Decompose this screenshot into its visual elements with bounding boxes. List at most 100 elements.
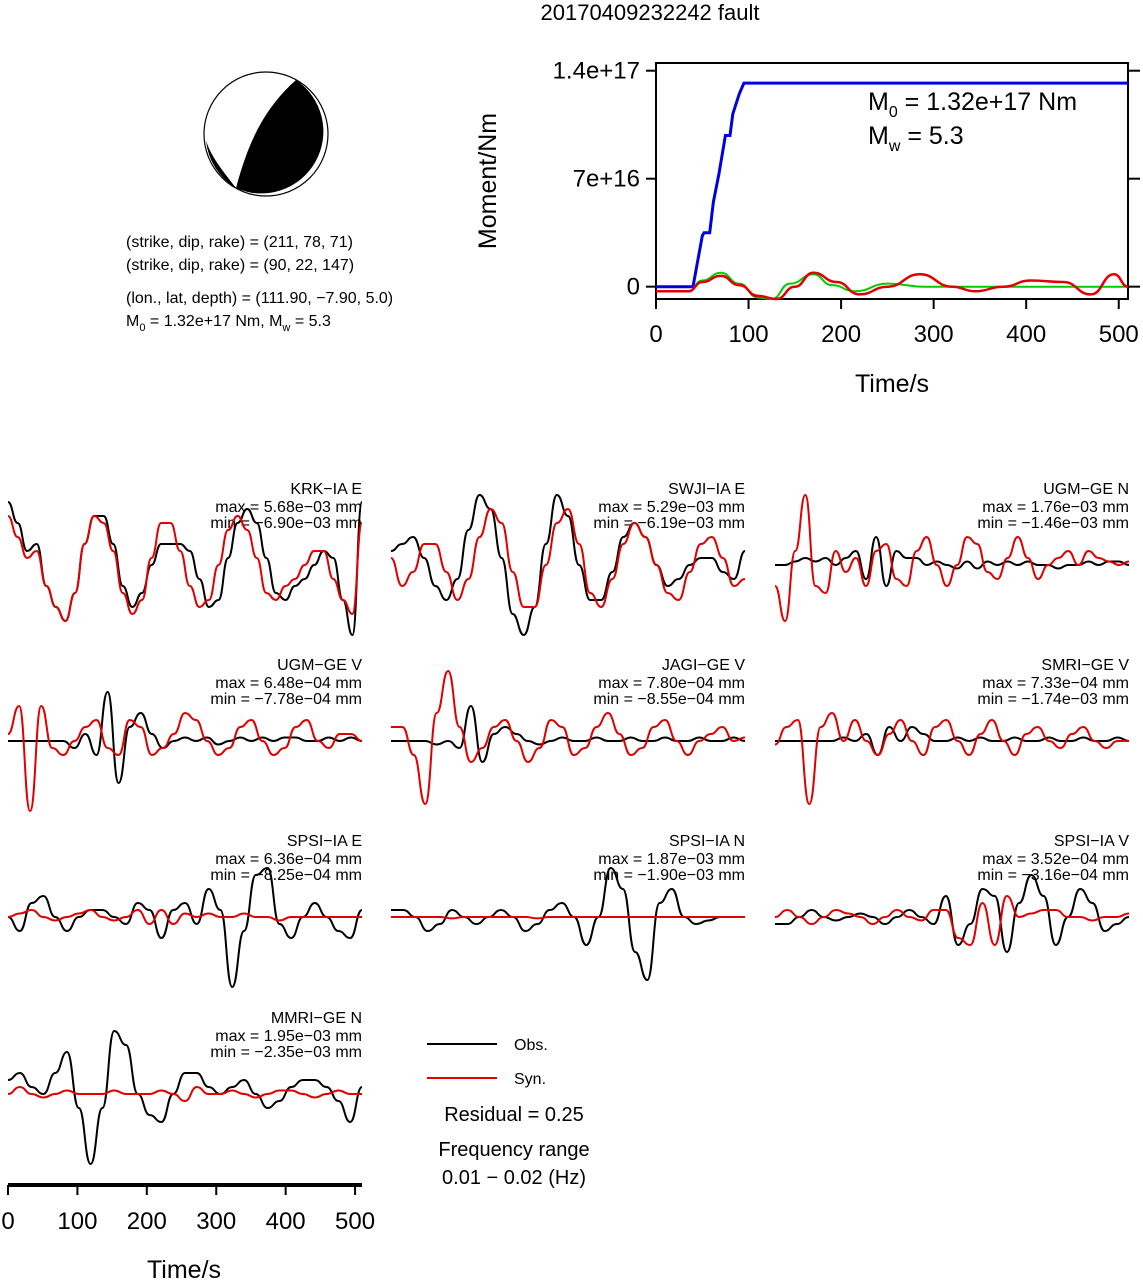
moment-y-label: Moment/Nm <box>474 113 502 249</box>
synthetic-trace <box>774 711 1129 806</box>
waveform-time-axis: 0 100 200 300 400 500 <box>1 1183 375 1235</box>
observed-trace <box>775 873 1130 954</box>
moment-annotation-m0: M0 = 1.32e+17 Nm <box>868 88 1077 121</box>
beachball-compressional-quadrant <box>236 80 324 194</box>
station-max: max = 1.95e−03 mm <box>215 1028 362 1045</box>
station-max: max = 5.68e−03 mm <box>215 499 362 516</box>
waveform-x-tick-label: 400 <box>266 1208 306 1235</box>
station-name: SMRI−GE V <box>1041 657 1129 674</box>
moment-series <box>656 81 1129 301</box>
station-min: min = −3.16e−04 mm <box>977 867 1129 884</box>
moment-cumulative-line <box>656 81 1128 289</box>
frequency-title: Frequency range <box>438 1139 589 1161</box>
moment-x-axis: 0 100 200 300 400 500 <box>649 299 1139 348</box>
beachball <box>203 71 329 197</box>
plane1-text: (strike, dip, rake) = (211, 78, 71) <box>126 234 353 251</box>
station-min: min = −6.90e−03 mm <box>210 515 362 532</box>
station-max: max = 1.76e−03 mm <box>982 499 1129 516</box>
waveform-x-tick-label: 300 <box>196 1208 236 1235</box>
observed-trace <box>390 866 745 982</box>
moment-y-tick-label: 1.4e+17 <box>553 58 640 85</box>
moment-x-tick-label: 0 <box>649 321 662 348</box>
moment-chart: 0 7e+16 1.4e+17 0 100 200 300 400 500 M0 = 1.32… <box>474 58 1140 398</box>
frequency-value: 0.01 − 0.02 (Hz) <box>442 1167 586 1189</box>
station-name: UGM−GE V <box>277 657 362 674</box>
station-min: min = −8.25e−04 mm <box>210 867 362 884</box>
moment-text: M0 = 1.32e+17 Nm, Mw = 5.3 <box>126 313 331 334</box>
station-max: max = 6.36e−04 mm <box>215 851 362 868</box>
observed-trace <box>774 535 1130 588</box>
station-min: min = −6.19e−03 mm <box>593 515 745 532</box>
station-min: min = −7.78e−04 mm <box>210 691 362 708</box>
synthetic-trace <box>774 493 1130 623</box>
station-name: JAGI−GE V <box>662 657 745 674</box>
observed-trace <box>8 690 363 785</box>
moment-x-tick-label: 500 <box>1099 321 1139 348</box>
station-max: max = 5.29e−03 mm <box>598 499 745 516</box>
station-min: min = −1.90e−03 mm <box>593 867 745 884</box>
synthetic-trace <box>390 507 746 609</box>
moment-x-tick-label: 100 <box>729 321 769 348</box>
moment-chart-frame <box>655 62 1129 300</box>
station-min: min = −8.55e−04 mm <box>593 691 745 708</box>
legend: Obs. Syn. Residual = 0.25 Frequency rang… <box>427 1037 590 1189</box>
synthetic-trace <box>7 514 363 623</box>
station-max: max = 6.48e−04 mm <box>215 675 362 692</box>
station-max: max = 7.80e−04 mm <box>598 675 745 692</box>
location-text: (lon., lat, depth) = (111.90, −7.90, 5.0… <box>126 290 393 307</box>
synthetic-trace <box>7 704 363 813</box>
observed-trace <box>775 725 1130 757</box>
figure-title: 20170409232242 fault <box>541 0 760 25</box>
residual-text: Residual = 0.25 <box>444 1104 584 1126</box>
observed-trace <box>390 493 746 637</box>
station-name: SPSI−IA V <box>1054 833 1129 850</box>
waveform-x-tick-label: 200 <box>127 1208 167 1235</box>
moment-y-axis: 0 7e+16 1.4e+17 <box>553 58 1140 301</box>
synthetic-trace <box>390 669 746 806</box>
synthetic-trace <box>7 1085 362 1103</box>
observed-trace <box>391 704 746 764</box>
moment-x-tick-label: 300 <box>914 321 954 348</box>
station-name: SWJI−IA E <box>668 481 745 498</box>
station-max: max = 7.33e−04 mm <box>982 675 1129 692</box>
station-name: MMRI−GE N <box>271 1010 362 1027</box>
moment-annotation-mw: Mw = 5.3 <box>868 122 964 155</box>
moment-y-tick-label: 0 <box>627 274 640 301</box>
station-min: min = −1.74e−03 mm <box>977 691 1129 708</box>
observed-trace <box>7 1029 363 1166</box>
moment-y-tick-label: 7e+16 <box>573 166 640 193</box>
moment-x-tick-label: 200 <box>821 321 861 348</box>
moment-x-label: Time/s <box>855 370 929 398</box>
moment-x-tick-label: 400 <box>1006 321 1046 348</box>
station-max: max = 1.87e−03 mm <box>598 851 745 868</box>
station-name: SPSI−IA N <box>669 833 745 850</box>
station-name: UGM−GE N <box>1043 481 1129 498</box>
waveform-x-tick-label: 0 <box>1 1208 14 1235</box>
synthetic-trace <box>774 894 1130 947</box>
station-max: max = 3.52e−04 mm <box>982 851 1129 868</box>
waveform-x-tick-label: 100 <box>57 1208 97 1235</box>
station-min: min = −2.35e−03 mm <box>210 1044 362 1061</box>
synthetic-trace <box>391 916 745 920</box>
waveform-x-tick-label: 500 <box>335 1208 375 1235</box>
station-name: KRK−IA E <box>290 481 362 498</box>
station-name: SPSI−IA E <box>287 833 362 850</box>
moment-rate-line-red <box>656 271 1129 301</box>
station-min: min = −1.46e−03 mm <box>977 515 1129 532</box>
legend-syn-label: Syn. <box>514 1071 546 1088</box>
waveform-x-label: Time/s <box>147 1256 221 1281</box>
plane2-text: (strike, dip, rake) = (90, 22, 147) <box>126 257 354 274</box>
mechanism-info: (strike, dip, rake) = (211, 78, 71) (str… <box>126 234 393 334</box>
legend-obs-label: Obs. <box>514 1037 548 1054</box>
